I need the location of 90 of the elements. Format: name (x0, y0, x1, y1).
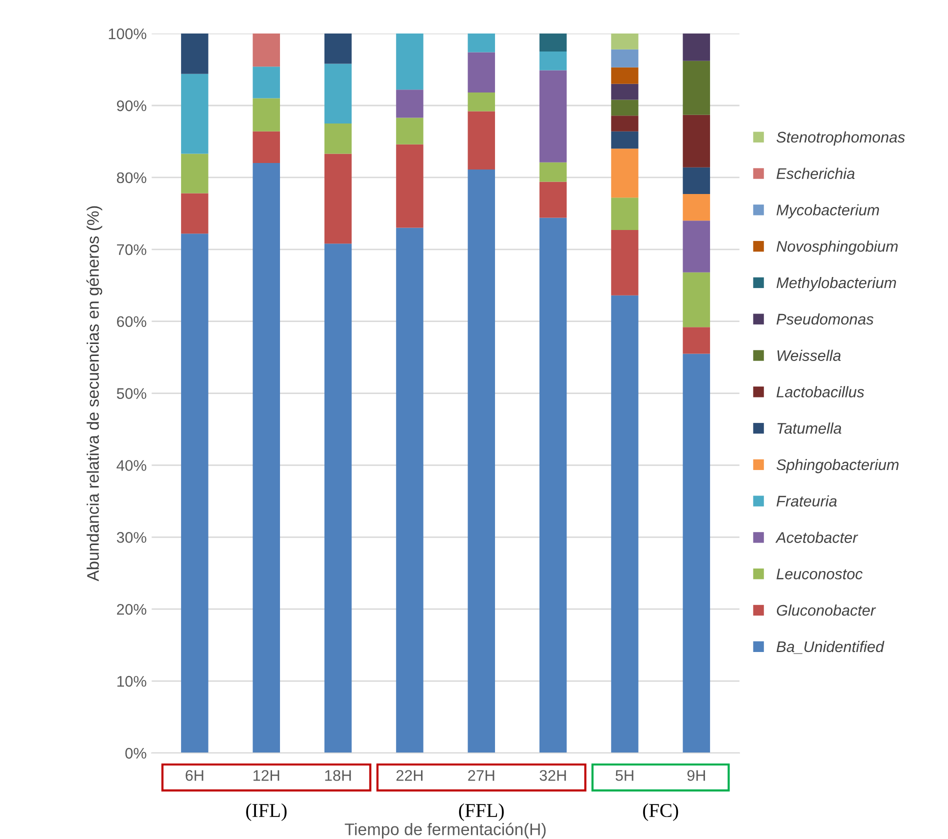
bar (396, 144, 424, 228)
bar (181, 193, 208, 234)
legend-label: Stenotrophomonas (776, 131, 905, 146)
bar (396, 90, 424, 118)
bar (682, 60, 710, 115)
bar (252, 98, 280, 132)
y-tick-label: 40% (116, 460, 146, 471)
text: (IFL) (246, 803, 287, 821)
bar (324, 64, 352, 124)
bar (539, 182, 567, 218)
bar (682, 34, 710, 61)
bar (682, 114, 710, 168)
bar (539, 162, 567, 182)
bar (682, 327, 710, 354)
bar (468, 170, 496, 753)
y-tick-label: 100% (108, 28, 146, 40)
legend-label: Pseudomonas (776, 313, 874, 325)
y-tick-label: 30% (116, 532, 146, 543)
y-tick-label: 0% (125, 748, 146, 759)
bar (252, 34, 280, 67)
bar (324, 123, 352, 154)
y-tick-label: 70% (117, 244, 146, 256)
y-tick-label: 60% (117, 316, 146, 328)
y-tick-label: 90% (116, 100, 146, 112)
bar (252, 66, 280, 98)
bar (539, 70, 567, 162)
bar (324, 244, 352, 753)
bar (181, 154, 208, 194)
bar (611, 49, 638, 68)
bar (468, 92, 496, 112)
text: (FC) (643, 803, 678, 821)
legend-label: Weissella (777, 350, 841, 361)
bar (682, 354, 710, 753)
bar (252, 163, 280, 753)
legend-label: Escherichia (776, 168, 855, 180)
y-tick-label: 20% (117, 604, 146, 615)
bar (539, 52, 567, 70)
bar (611, 116, 638, 132)
bar (539, 34, 567, 52)
bar (468, 52, 496, 93)
bar (682, 194, 710, 221)
bar (181, 74, 208, 154)
legend-label: Leuconostoc (776, 568, 863, 580)
y-axis-title: Abundancia relativa de secuencias en géneros (%) (86, 206, 102, 582)
x-tick-label: 9H (687, 770, 705, 781)
x-tick-label: 22H (396, 770, 422, 781)
text: (FFL) (459, 803, 504, 821)
legend-label: Gluconobacter (776, 604, 876, 616)
legend-label: Novosphingobium (776, 240, 898, 255)
y-tick-label: 10% (117, 676, 146, 687)
bar (611, 295, 638, 753)
bar (611, 67, 638, 84)
bar (181, 34, 208, 74)
legend-label: Methylobacterium (776, 276, 896, 292)
legend-label: Acetobacter (775, 532, 858, 543)
legend-label: Lactobacillus (776, 386, 864, 398)
bar (611, 198, 638, 230)
legend-label: Sphingobacterium (776, 458, 899, 474)
bar (611, 230, 638, 296)
bar (468, 111, 496, 170)
x-tick-label: 27H (468, 770, 494, 781)
x-axis-title: Tiempo de fermentación(H) (344, 822, 546, 839)
bar (611, 100, 638, 116)
bar (396, 228, 424, 753)
x-tick-label: 12H (254, 770, 280, 781)
legend-label: Mycobacterium (776, 204, 879, 218)
bar (468, 34, 496, 52)
y-tick-label: 80% (116, 172, 146, 184)
legend-label: Ba_Unidentified (776, 640, 884, 654)
bar (324, 34, 352, 64)
bar (682, 220, 710, 272)
x-tick-label: 6H (186, 770, 204, 781)
bar (181, 234, 208, 753)
x-tick-label: 32H (540, 770, 566, 781)
y-tick-label: 50% (116, 388, 146, 399)
bar (396, 118, 424, 144)
x-tick-label: 5H (616, 770, 634, 781)
bar (611, 131, 638, 149)
x-tick-label: 18H (325, 770, 351, 781)
bar (252, 131, 280, 164)
legend-label: Tatumella (777, 422, 842, 434)
bar (396, 34, 424, 90)
bar (611, 148, 638, 198)
legend-label: Frateuria (776, 495, 837, 507)
bar (324, 154, 352, 244)
bar (682, 167, 710, 194)
bar (682, 272, 710, 328)
bar (539, 218, 567, 753)
bar (611, 34, 638, 50)
bar (611, 84, 638, 100)
